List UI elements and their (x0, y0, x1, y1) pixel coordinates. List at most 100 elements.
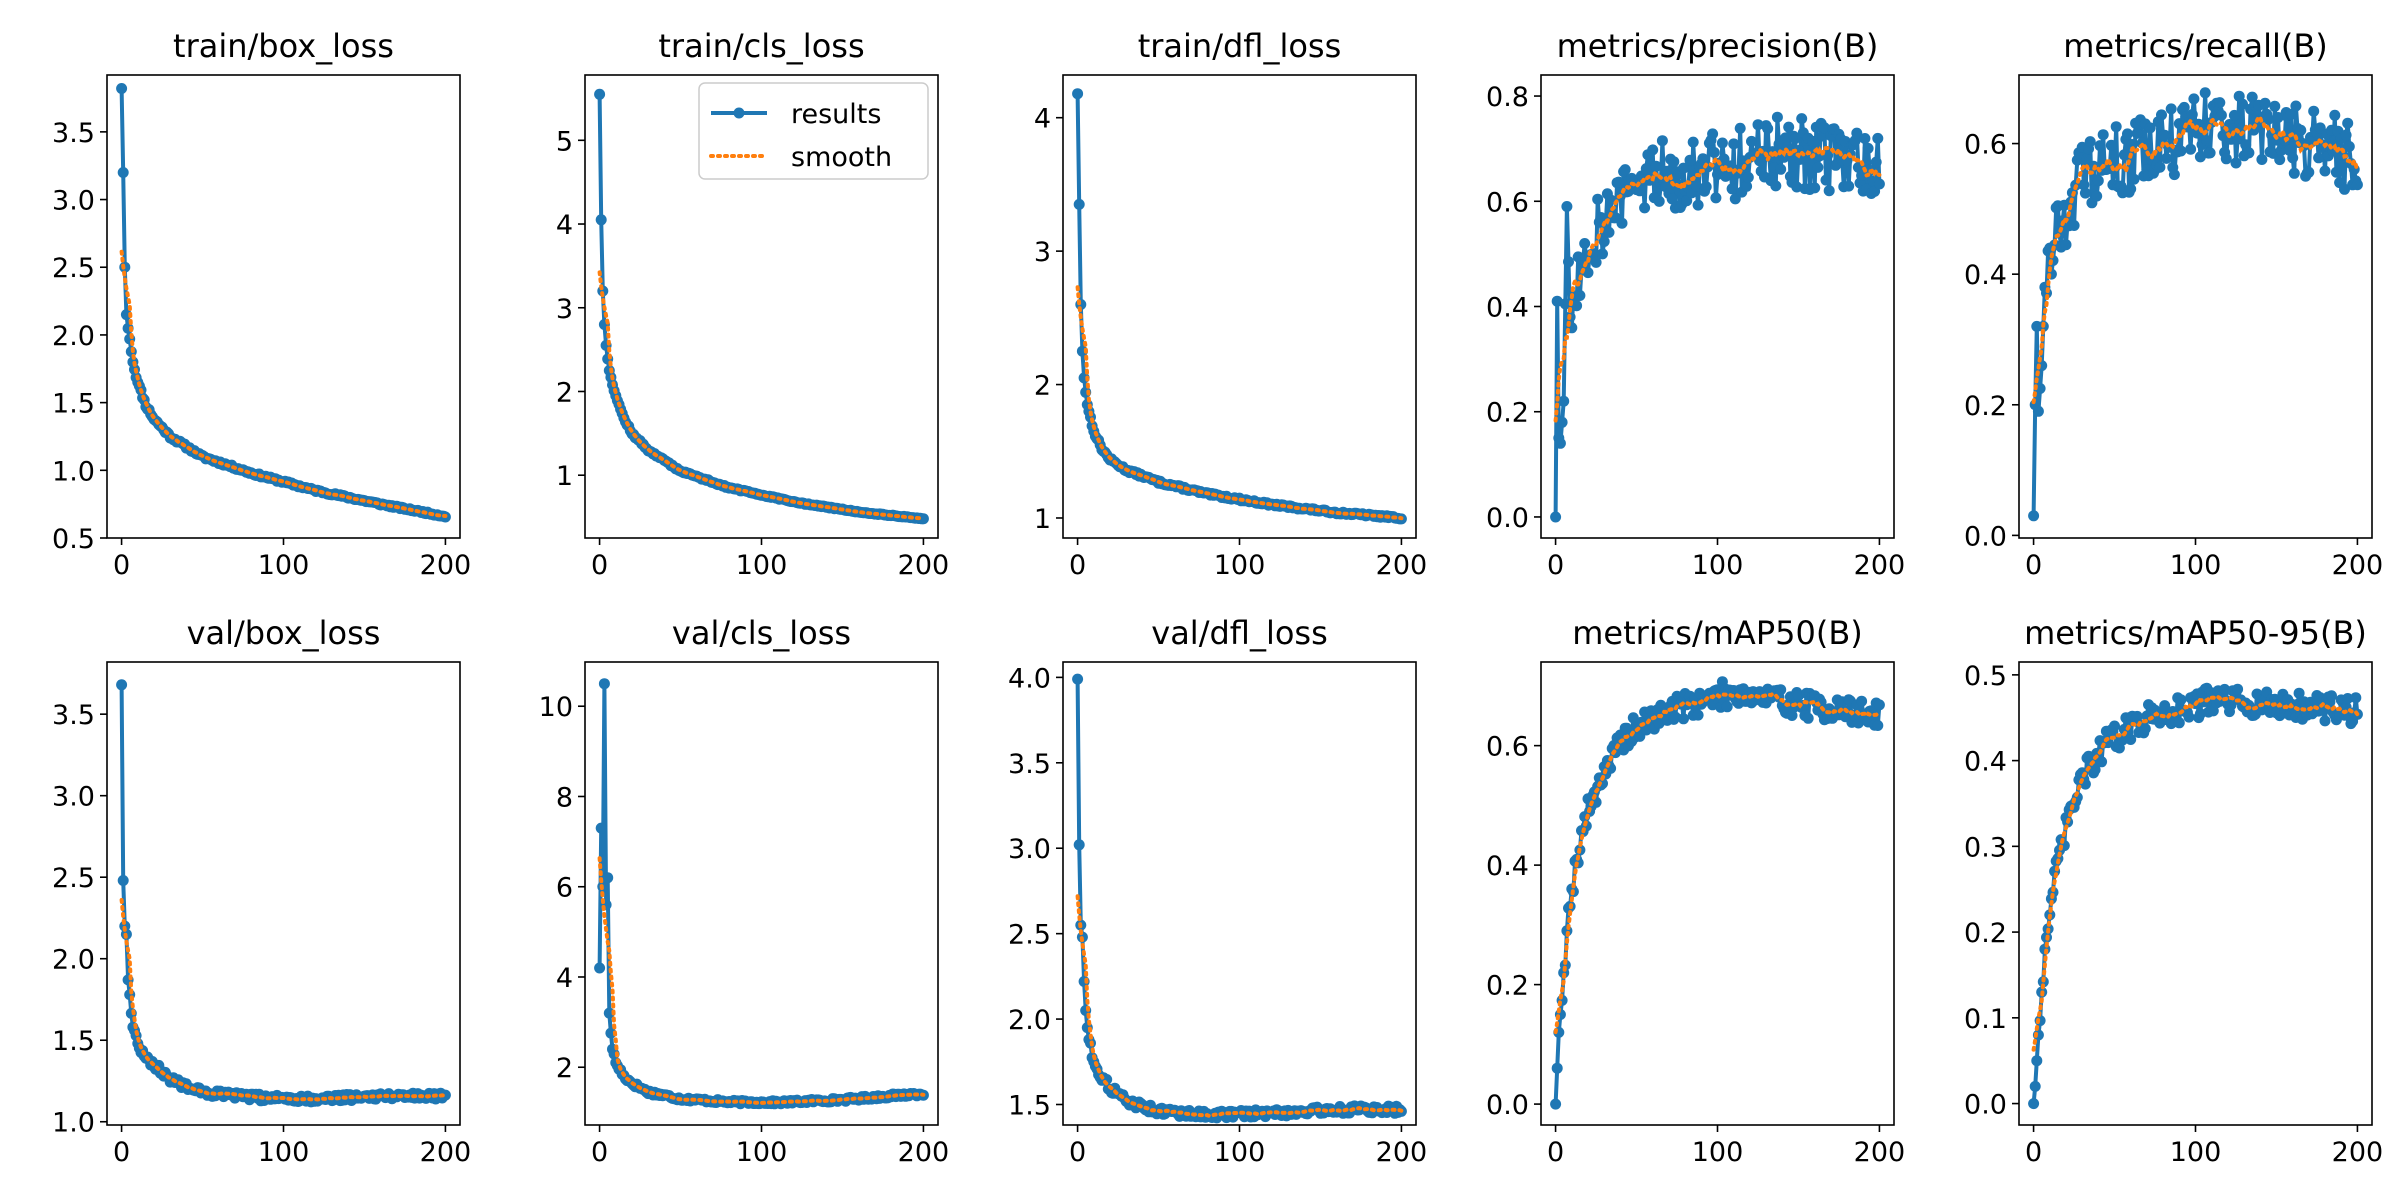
y-tick-label: 3.5 (1008, 749, 1051, 780)
smooth-line (1075, 285, 1404, 521)
results-point (1718, 153, 1730, 165)
results-point (1872, 132, 1884, 144)
results-point (2313, 152, 2325, 164)
results-point (2084, 136, 2096, 148)
axes-frame (584, 661, 939, 1126)
results-point (1551, 1062, 1563, 1074)
results-point (2303, 166, 2315, 178)
results-point (2081, 153, 2093, 165)
results-point (2308, 105, 2320, 117)
results-point (1634, 185, 1646, 197)
smooth-line (119, 898, 448, 1102)
subplot-title: train/cls_loss (658, 27, 864, 65)
results-point (2109, 720, 2120, 732)
results-point (1726, 183, 1738, 195)
results-point (1843, 180, 1855, 192)
results-point (2340, 129, 2352, 141)
x-tick-label: 0 (1069, 1137, 1086, 1168)
results-point (1559, 959, 1571, 971)
y-tick-label: 0.6 (1486, 732, 1529, 763)
results-point (2094, 140, 2106, 152)
results-point (1789, 133, 1801, 144)
results-point (1707, 128, 1719, 140)
results-point (2326, 690, 2337, 702)
x-tick-label: 0 (113, 550, 130, 581)
x-tick-label: 100 (2170, 1137, 2222, 1168)
subplot-6: val/cls_loss 0 100 200 2 4 6 8 10 (539, 614, 950, 1168)
x-tick-label: 100 (1214, 550, 1266, 581)
subplot-0: train/box_loss 0 100 200 0.5 1.0 1.5 2.0 2.5 3.0 3… (52, 27, 471, 581)
results-point (2131, 710, 2143, 722)
results-point (116, 83, 128, 94)
subplot-title: train/dfl_loss (1138, 27, 1342, 65)
smooth-line (1075, 894, 1404, 1118)
y-tick-label: 1.5 (52, 1026, 95, 1057)
results-point (595, 822, 607, 834)
results-point (1661, 165, 1673, 177)
subplot-title: train/box_loss (173, 27, 394, 65)
results-point (117, 167, 129, 178)
results-point (1647, 144, 1659, 156)
y-tick-label: 2.5 (52, 863, 95, 894)
results-point (2199, 87, 2211, 99)
legend-results-label: results (791, 99, 881, 130)
results-point (2230, 157, 2242, 169)
plot-area (116, 83, 451, 523)
y-tick-label: 4 (556, 963, 573, 994)
results-point (595, 214, 607, 226)
results-point (2186, 109, 2198, 120)
plot-area (1072, 673, 1407, 1124)
results-point (2128, 173, 2140, 185)
x-tick-label: 0 (113, 1137, 130, 1168)
subplot-1: train/cls_loss 0 100 200 1 2 3 4 5 results smooth (556, 27, 949, 581)
y-tick-label: 1.5 (52, 389, 95, 420)
y-tick-label: 0.2 (1964, 918, 2007, 949)
results-point (1582, 267, 1594, 279)
results-point (1712, 684, 1723, 696)
results-point (2214, 97, 2226, 109)
results-point (1072, 88, 1084, 100)
axes-frame (1062, 661, 1417, 1126)
results-point (2188, 93, 2200, 105)
y-tick-label: 0.4 (1486, 293, 1529, 324)
results-point (2256, 154, 2268, 165)
y-tick-label: 1 (1034, 504, 1051, 535)
results-point (1619, 164, 1631, 176)
results-point (1653, 195, 1665, 207)
results-point (2185, 143, 2197, 155)
y-tick-label: 3 (556, 294, 573, 325)
results-point (2351, 179, 2363, 191)
y-tick-label: 4 (1034, 104, 1051, 135)
results-point (1616, 217, 1628, 229)
x-tick-label: 100 (2170, 550, 2222, 581)
axes-frame (2018, 661, 2373, 1126)
results-point (2126, 139, 2138, 150)
y-tick-label: 0.6 (1964, 130, 2007, 161)
subplot-2: train/dfl_loss 0 100 200 1 2 3 4 (1034, 27, 1427, 581)
results-point (602, 872, 614, 884)
y-tick-label: 1 (556, 461, 573, 492)
results-point (2293, 687, 2305, 699)
results-point (2183, 711, 2195, 723)
y-tick-label: 0.2 (1964, 391, 2007, 422)
subplot-7: val/dfl_loss 0 100 200 1.5 2.0 2.5 3.0 3.5 4.0 (1008, 614, 1427, 1168)
results-point (2125, 183, 2137, 195)
results-point (1775, 684, 1787, 696)
results-point (1574, 290, 1586, 301)
results-point (2220, 153, 2232, 165)
x-tick-label: 0 (2025, 1137, 2042, 1168)
results-point (1770, 180, 1782, 192)
subplot-title: val/dfl_loss (1151, 614, 1328, 652)
results-point (2232, 133, 2244, 145)
results-point (1716, 137, 1728, 149)
results-point (2144, 122, 2156, 134)
x-tick-label: 100 (736, 550, 788, 581)
results-point (2204, 147, 2216, 159)
y-tick-label: 0.0 (1486, 503, 1529, 534)
y-tick-label: 6 (556, 873, 573, 904)
results-point (2139, 723, 2151, 735)
results-line (2031, 686, 2360, 1104)
results-point (1613, 176, 1625, 188)
results-point (2092, 175, 2104, 187)
y-tick-label: 3.5 (52, 118, 95, 149)
